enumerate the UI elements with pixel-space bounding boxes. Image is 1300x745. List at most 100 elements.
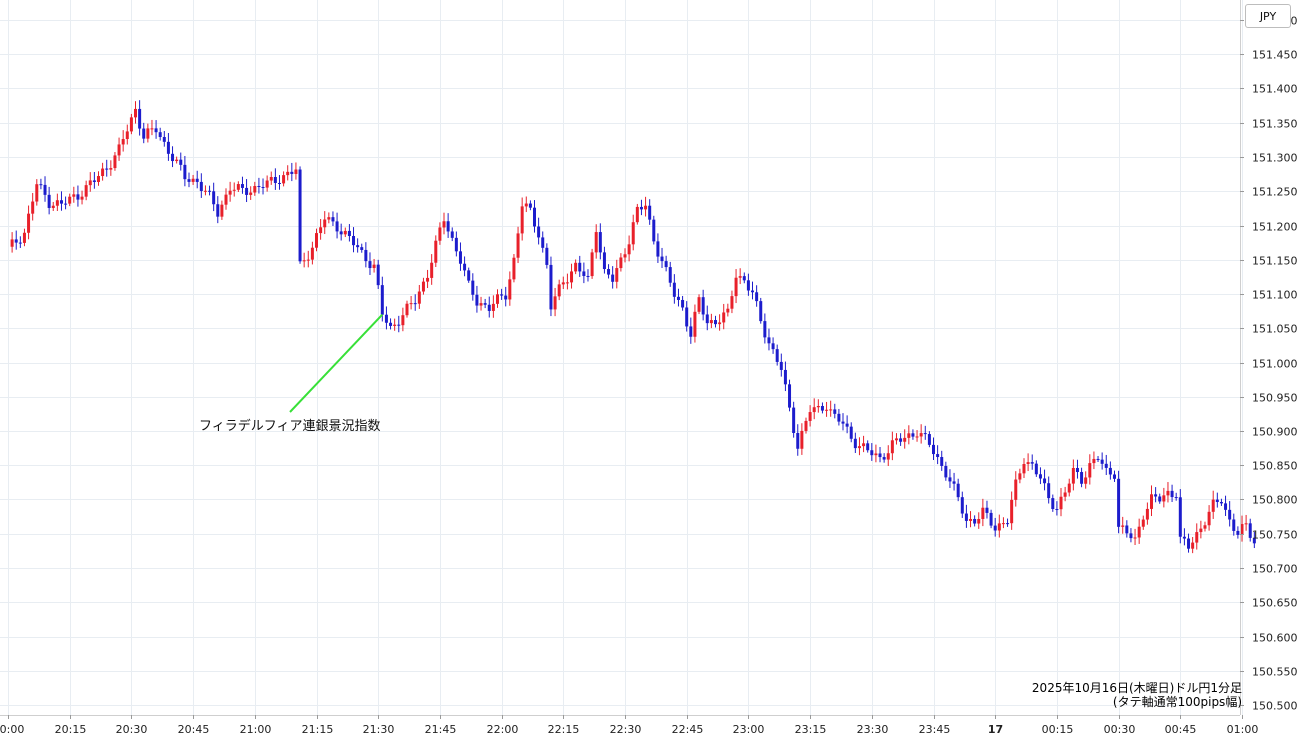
candle-down — [796, 432, 800, 449]
candle-up — [101, 168, 105, 177]
candle-down — [458, 251, 462, 264]
candle-up — [310, 247, 314, 260]
candle-down — [1215, 499, 1219, 503]
candle-down — [277, 182, 281, 184]
candle-up — [520, 206, 524, 234]
candle-up — [804, 420, 808, 431]
candle-up — [553, 296, 557, 310]
candle-down — [1125, 525, 1129, 534]
currency-button[interactable]: JPY — [1245, 4, 1291, 28]
candle-up — [709, 320, 713, 324]
candle-up — [619, 257, 623, 269]
candle-up — [401, 315, 405, 326]
candle-down — [39, 184, 43, 186]
candle-up — [644, 205, 648, 210]
candle-up — [10, 239, 14, 247]
candle-down — [1158, 496, 1162, 502]
candle-down — [792, 407, 796, 433]
candle-up — [907, 433, 911, 438]
annotation-pointer-line — [289, 313, 384, 413]
x-tick-label: 20:15 — [55, 723, 87, 736]
candle-up — [574, 262, 578, 272]
candle-down — [783, 369, 787, 385]
y-tick-label: 150.700 — [1252, 563, 1298, 576]
candle-up — [220, 204, 224, 217]
candle-down — [664, 261, 668, 268]
candle-down — [142, 128, 146, 139]
candle-down — [927, 434, 931, 445]
y-tick-label: 150.750 — [1252, 529, 1298, 542]
candle-down — [171, 153, 175, 162]
candle-down — [347, 230, 351, 236]
candle-down — [639, 206, 643, 210]
candle-down — [1170, 490, 1174, 498]
candle-down — [853, 438, 857, 449]
y-tick-label: 150.950 — [1252, 392, 1298, 405]
candle-down — [602, 252, 606, 270]
candle-up — [903, 437, 907, 442]
candle-down — [1187, 538, 1191, 549]
candle-down — [870, 450, 874, 456]
candle-down — [549, 264, 553, 310]
x-tick-label: 00:45 — [1165, 723, 1197, 736]
candle-down — [43, 184, 47, 195]
candle-down — [257, 186, 261, 188]
candle-up — [51, 205, 55, 208]
candle-down — [483, 303, 487, 305]
candle-down — [1248, 523, 1252, 538]
x-tick-label: 00:30 — [1104, 723, 1136, 736]
candle-up — [1063, 492, 1067, 497]
candle-down — [504, 295, 508, 300]
candle-up — [405, 303, 409, 316]
candle-down — [245, 187, 249, 195]
candle-up — [117, 144, 121, 156]
candle-down — [936, 454, 940, 458]
candle-down — [92, 180, 96, 182]
y-tick-label: 151.050 — [1252, 323, 1298, 336]
candle-up — [113, 155, 117, 169]
candle-down — [866, 443, 870, 451]
candle-down — [1154, 494, 1158, 497]
candle-up — [1014, 479, 1018, 500]
candle-up — [508, 279, 512, 300]
candle-up — [977, 518, 981, 524]
y-tick-label: 151.000 — [1252, 358, 1298, 371]
candle-down — [775, 349, 779, 362]
candle-up — [134, 108, 138, 118]
candle-up — [829, 409, 833, 411]
y-tick-label: 151.350 — [1252, 118, 1298, 131]
candle-down — [1075, 467, 1079, 473]
candle-up — [232, 189, 236, 191]
candle-up — [862, 443, 866, 447]
candle-up — [35, 184, 39, 202]
candle-up — [631, 222, 635, 245]
candle-down — [932, 444, 935, 455]
candle-down — [331, 217, 335, 222]
candle-up — [224, 194, 228, 205]
candle-down — [964, 513, 968, 521]
candle-down — [989, 512, 993, 526]
x-axis: 20:00 20:15 20:30 20:45 21:00 21:15 21:30 21:45… — [0, 715, 1258, 736]
candle-down — [820, 406, 824, 411]
candle-down — [541, 237, 545, 248]
candle-up — [438, 227, 442, 241]
candle-up — [730, 296, 734, 309]
candle-down — [273, 176, 277, 183]
candle-down — [1100, 459, 1104, 464]
candle-down — [948, 477, 952, 482]
candle-up — [800, 430, 804, 449]
x-tick-label: 22:45 — [672, 723, 704, 736]
candle-up — [524, 203, 528, 207]
candle-down — [187, 179, 191, 182]
candle-down — [1232, 519, 1236, 531]
chart-caption-line2: (タテ軸通常100pips幅) — [1112, 695, 1242, 709]
candle-up — [919, 433, 923, 437]
candle-down — [1030, 462, 1034, 464]
candle-down — [952, 481, 956, 484]
candle-up — [315, 233, 318, 248]
candle-down — [339, 231, 343, 235]
candle-up — [265, 180, 269, 188]
candle-up — [1026, 462, 1030, 465]
candle-up — [80, 196, 84, 200]
candle-up — [286, 171, 290, 176]
